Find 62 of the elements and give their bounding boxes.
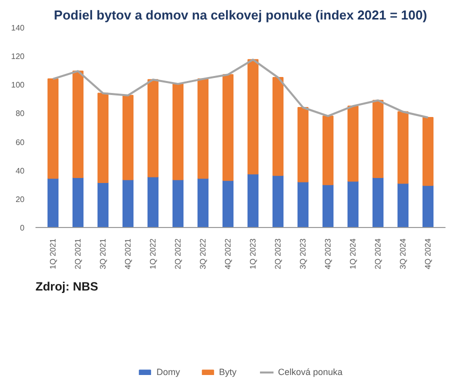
y-tick-label: 20: [16, 194, 26, 204]
bar: [98, 182, 108, 228]
bar: [248, 59, 258, 174]
bar: [172, 179, 184, 228]
x-tick-label: 4Q 2021: [124, 238, 132, 270]
bar: [148, 79, 158, 178]
bar: [322, 116, 334, 186]
x-tick-label: 2Q 2021: [74, 238, 82, 270]
bar: [72, 177, 84, 228]
y-tick-label: 140: [11, 24, 26, 32]
bar: [148, 176, 158, 228]
legend-label: Domy: [156, 367, 180, 378]
bar: [272, 174, 284, 228]
bar: [48, 178, 58, 228]
bar: [398, 111, 408, 184]
x-tick-label: 4Q 2023: [324, 238, 332, 270]
bar: [98, 92, 108, 183]
bar: [298, 181, 308, 228]
bar: [298, 107, 308, 182]
legend-label: Byty: [218, 367, 238, 378]
bar: [48, 78, 58, 179]
x-tick-label: 3Q 2023: [298, 238, 308, 270]
x-tick-label: 2Q 2024: [374, 238, 382, 270]
x-tick-label: 2Q 2022: [174, 238, 182, 270]
bar: [272, 77, 284, 176]
x-tick-label: 4Q 2024: [424, 238, 432, 270]
bar: [398, 182, 408, 228]
x-tick-label: 1Q 2022: [148, 238, 158, 270]
x-tick-label: 2Q 2023: [274, 238, 282, 270]
x-tick-label: 3Q 2024: [398, 238, 408, 270]
y-tick-label: 40: [16, 166, 26, 176]
bar: [122, 94, 134, 180]
y-tick-label: 120: [11, 52, 26, 62]
text: Zdroj: NBS: [36, 280, 98, 294]
bar: [198, 178, 208, 228]
x-tick-label: 1Q 2024: [348, 238, 358, 270]
x-tick-label: 1Q 2021: [48, 238, 58, 270]
x-tick-label: 1Q 2023: [248, 238, 258, 270]
bar: [422, 184, 434, 228]
y-tick-label: 100: [11, 80, 26, 90]
bar: [372, 100, 384, 178]
bar: [372, 177, 384, 228]
bar: [222, 180, 234, 228]
bar: [172, 83, 184, 180]
line-series: [52, 58, 429, 118]
x-tick-label: 4Q 2022: [224, 238, 232, 270]
bar: [122, 179, 134, 228]
bar: [322, 184, 334, 228]
bar: [222, 74, 234, 181]
bar: [348, 106, 358, 182]
bar: [72, 70, 84, 178]
bar: [348, 180, 358, 228]
legend-label: Celková ponuka: [278, 367, 343, 378]
chart-title: Podiel bytov a domov na celkovej ponuke (index 2021 = 100): [54, 8, 428, 22]
y-tick-label: 0: [20, 224, 26, 232]
y-tick-label: 60: [16, 138, 26, 147]
bar: [422, 117, 434, 186]
bar: [248, 173, 258, 228]
y-tick-label: 80: [16, 109, 26, 118]
bar: [198, 78, 208, 179]
x-tick-label: 3Q 2022: [198, 238, 208, 270]
x-tick-label: 3Q 2021: [98, 238, 108, 270]
